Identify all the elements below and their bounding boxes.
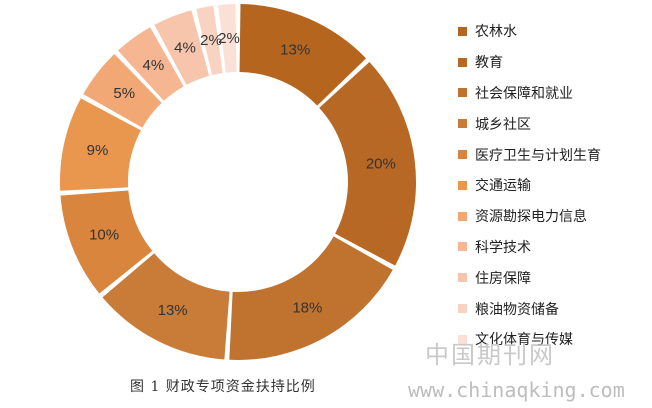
- legend-label: 农林水: [475, 24, 517, 41]
- legend-item: 科学技术: [458, 232, 648, 263]
- legend-swatch: [458, 150, 467, 160]
- slice-value-label: 2%: [218, 30, 240, 47]
- slice-value-label: 4%: [174, 40, 196, 57]
- slice-value-label: 18%: [292, 300, 322, 317]
- donut-slice: [154, 10, 210, 85]
- donut-slice: [60, 190, 153, 294]
- slice-value-label: 5%: [113, 85, 135, 102]
- legend-label: 教育: [475, 55, 503, 72]
- donut-slice: [83, 53, 162, 128]
- chart-legend: 农林水教育社会保障和就业 城乡社区医疗卫生与计划生育 交通运输资源勘探电力信息 科学技…: [458, 16, 648, 355]
- legend-label: 资源勘探电力信息: [475, 209, 587, 226]
- legend-swatch: [458, 211, 467, 221]
- legend-item: 粮油物资储备: [458, 293, 648, 324]
- legend-label: 医疗卫生与计划生育: [475, 147, 601, 164]
- slice-value-label: 20%: [366, 155, 396, 172]
- donut-slices: [60, 4, 416, 361]
- legend-label: 住房保障: [475, 270, 531, 287]
- donut-slice: [229, 236, 393, 361]
- slice-value-label: 13%: [158, 302, 188, 319]
- slice-value-label: 9%: [87, 142, 109, 159]
- legend-item: 社会保障和就业: [458, 78, 648, 109]
- slice-labels: 13%20%18%13%10%9%5%4%4% 2%2%: [87, 30, 396, 319]
- legend-label: 交通运输: [475, 178, 531, 195]
- legend-item: 文化体育与传媒: [458, 324, 648, 355]
- legend-swatch: [458, 119, 467, 129]
- legend-label: 城乡社区: [475, 116, 531, 133]
- legend-swatch: [458, 180, 467, 190]
- legend-item: 城乡社区: [458, 108, 648, 139]
- slice-value-label: 4%: [143, 57, 165, 74]
- legend-item: 农林水: [458, 16, 648, 47]
- legend-swatch: [458, 26, 467, 36]
- donut-slice: [117, 27, 184, 101]
- legend-item: 住房保障: [458, 262, 648, 293]
- donut-slice: [239, 4, 367, 106]
- legend-swatch: [458, 273, 467, 283]
- slice-value-label: 10%: [89, 227, 119, 244]
- watermark-url: www.chinaqking.com: [408, 378, 625, 402]
- legend-item: 医疗卫生与计划生育: [458, 139, 648, 170]
- legend-label: 粮油物资储备: [475, 301, 559, 318]
- donut-slice: [102, 253, 230, 360]
- legend-swatch: [458, 242, 467, 252]
- slice-value-label: 2%: [200, 32, 222, 49]
- legend-item: 教育: [458, 47, 648, 78]
- slice-value-label: 13%: [280, 41, 310, 58]
- watermark-site-name: 中国期刊网: [425, 341, 555, 369]
- legend-swatch: [458, 304, 467, 314]
- donut-chart: 13%20%18%13%10%9%5%4%4% 2%2%: [60, 4, 416, 361]
- legend-swatch: [458, 334, 467, 344]
- legend-label: 科学技术: [475, 239, 531, 256]
- legend-swatch: [458, 57, 467, 67]
- figure-caption: 图 1 财政专项资金扶持比例: [130, 379, 316, 395]
- legend-item: 交通运输: [458, 170, 648, 201]
- donut-slice: [218, 4, 237, 73]
- donut-slice: [60, 98, 141, 191]
- legend-label: 文化体育与传媒: [475, 332, 573, 349]
- legend-swatch: [458, 88, 467, 98]
- legend-label: 社会保障和就业: [475, 85, 573, 102]
- legend-item: 资源勘探电力信息: [458, 201, 648, 232]
- donut-slice: [319, 61, 416, 266]
- donut-slice: [196, 5, 223, 76]
